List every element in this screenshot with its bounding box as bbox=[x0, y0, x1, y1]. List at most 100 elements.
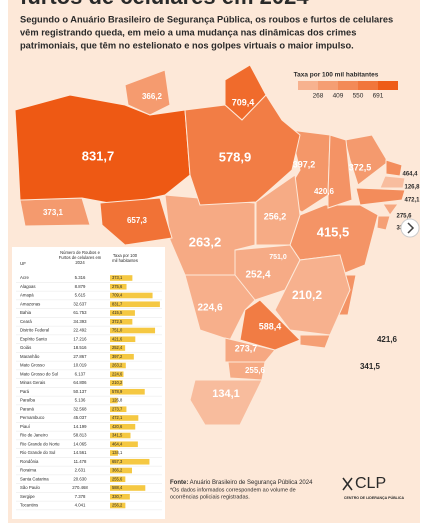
source-label: Fonte: bbox=[170, 480, 188, 486]
rate-bar bbox=[110, 301, 160, 308]
count: 8.879 bbox=[75, 284, 86, 289]
legend-tick: 268 bbox=[313, 93, 324, 100]
rate-label: 372,5 bbox=[112, 319, 123, 324]
state-value: 210,2 bbox=[292, 288, 322, 302]
state bbox=[385, 159, 403, 177]
rate-label: 657,3 bbox=[112, 459, 123, 464]
state-name: Maranhão bbox=[20, 354, 40, 359]
count: 34.393 bbox=[73, 319, 87, 324]
subtitle-line: Segundo o Anuário Brasileiro de Seguranç… bbox=[20, 14, 393, 24]
count: 4.041 bbox=[75, 503, 86, 508]
state bbox=[382, 203, 399, 216]
state bbox=[239, 299, 301, 351]
rate-label: 464,4 bbox=[112, 441, 123, 446]
rate-label: 252,4 bbox=[112, 345, 123, 350]
legend-tick: 691 bbox=[373, 93, 384, 100]
note: *Os dados informados correspondem ao vol… bbox=[170, 487, 296, 493]
map: 373,1 275,6 709,4 831,7 415,5 372,5 751,0 421,6… bbox=[14, 64, 420, 426]
rate-label: 341,5 bbox=[112, 433, 123, 438]
state-value: 126,8 bbox=[404, 185, 420, 191]
rate-bar bbox=[110, 362, 126, 369]
rate-label: 210,2 bbox=[112, 380, 123, 385]
column-header: Número de Roubos e Furtos de celulares em… bbox=[59, 250, 102, 265]
state bbox=[274, 254, 351, 336]
rate-bar bbox=[110, 406, 127, 413]
rate-label: 256,2 bbox=[112, 503, 123, 508]
state-name: Amazonas bbox=[20, 301, 40, 306]
count: 18.516 bbox=[73, 345, 87, 350]
state-name: Bahia bbox=[20, 310, 32, 315]
state-value: 255,6 bbox=[245, 366, 266, 375]
state-name: Santa Catarina bbox=[20, 476, 49, 481]
legend: 268 409 550 691 bbox=[298, 81, 398, 100]
title: furtos de celulares em 2024 bbox=[20, 0, 309, 9]
logo: CLP bbox=[355, 475, 386, 492]
state-value: 372,5 bbox=[349, 162, 372, 172]
rate-bar bbox=[110, 502, 126, 509]
rate-label: 263,2 bbox=[112, 363, 123, 368]
legend-swatch bbox=[318, 81, 338, 90]
state-name: Amapá bbox=[20, 293, 34, 298]
count: 11.478 bbox=[74, 459, 87, 464]
state-name: Goiás bbox=[20, 345, 31, 350]
state-name: Pernambuco bbox=[20, 415, 45, 420]
count: 64.806 bbox=[73, 380, 87, 385]
state-name: Pará bbox=[20, 389, 30, 394]
count: 17.216 bbox=[73, 336, 87, 341]
column-header: Taxa por 100 mil habitantes bbox=[112, 253, 138, 263]
rate-label: 373,1 bbox=[112, 275, 123, 280]
rate-bar bbox=[110, 458, 150, 465]
legend-tick: 409 bbox=[333, 93, 344, 100]
state-value: 273,7 bbox=[235, 343, 258, 353]
state-name: Ceará bbox=[20, 319, 32, 324]
state-name: Rondônia bbox=[20, 459, 39, 464]
state-name: Rio de Janeiro bbox=[20, 433, 48, 438]
legend-swatch bbox=[358, 81, 378, 90]
logo-subtitle: CENTRO DE LIDERANÇA PÚBLICA bbox=[344, 495, 405, 500]
state-name: Distrito Federal bbox=[20, 328, 49, 333]
state-name: Rio Grande do Sul bbox=[20, 450, 55, 455]
legend-tick: 550 bbox=[353, 93, 364, 100]
rate-label: 224,6 bbox=[112, 371, 123, 376]
rate-label: 134,1 bbox=[112, 450, 123, 455]
count: 27.867 bbox=[73, 354, 87, 359]
count: 6.137 bbox=[75, 371, 86, 376]
state-value: 464,4 bbox=[402, 172, 418, 178]
state bbox=[124, 69, 171, 116]
table-panel bbox=[12, 247, 165, 519]
state-value: 831,7 bbox=[82, 148, 115, 163]
table: UF Número de Roubos e Furtos de celulares … bbox=[16, 250, 162, 511]
rate-label: 275,6 bbox=[112, 284, 123, 289]
state-name: Sergipe bbox=[20, 494, 35, 499]
state-value: 420,6 bbox=[314, 187, 335, 196]
state-name: Mato Grosso do Sul bbox=[20, 371, 58, 376]
count: 14.065 bbox=[73, 441, 87, 446]
rate-bar bbox=[110, 380, 123, 386]
count: 270.468 bbox=[72, 485, 88, 490]
next-button-circle[interactable] bbox=[400, 218, 420, 238]
rate-bar bbox=[110, 397, 118, 404]
rate-bar bbox=[110, 467, 132, 474]
rate-label: 751,0 bbox=[112, 328, 123, 333]
rate-label: 420,6 bbox=[112, 424, 123, 429]
state-value: 421,6 bbox=[377, 335, 398, 344]
state-value: 134,1 bbox=[212, 388, 240, 400]
state bbox=[14, 94, 191, 206]
next-button-arrow[interactable] bbox=[407, 222, 415, 234]
state bbox=[327, 134, 353, 209]
rate-bar bbox=[110, 336, 136, 343]
state-value: 472,1 bbox=[404, 198, 420, 204]
state-name: Minas Gerais bbox=[20, 380, 45, 385]
next-button[interactable] bbox=[400, 218, 420, 238]
rate-bar bbox=[110, 327, 156, 334]
rate-bar bbox=[110, 415, 139, 421]
logo-mark bbox=[342, 477, 353, 491]
legend-swatch bbox=[298, 81, 318, 90]
state-value: 224,6 bbox=[197, 303, 222, 314]
rate-bar bbox=[110, 432, 131, 439]
rate-bar bbox=[110, 345, 126, 351]
source-text: Anuário Brasileiro de Segurança Pública … bbox=[190, 480, 313, 486]
subtitle-line: vêm registrando queda, em meio a uma mud… bbox=[20, 27, 356, 37]
